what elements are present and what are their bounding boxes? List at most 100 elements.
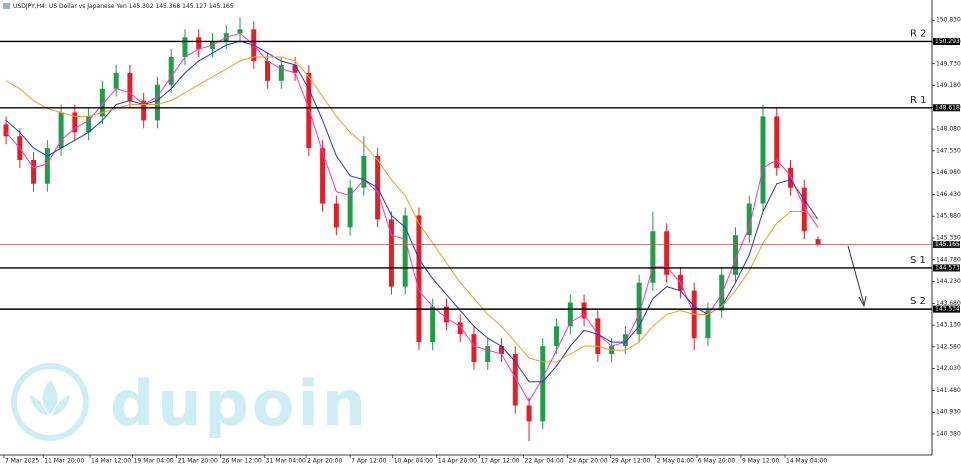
candle-body [664,231,670,275]
candle-body [512,354,518,406]
candle-body [196,37,202,50]
candle-body [113,72,119,89]
y-tick-label: 144.230 [936,278,961,285]
y-tick-label: 146.980 [936,169,961,176]
y-tick-label: 142.580 [936,343,961,350]
moving-average [5,56,819,363]
watermark-logo [11,363,89,441]
candle-body [86,116,92,133]
candle-body [732,235,738,275]
y-tick-label: 144.780 [936,256,961,263]
candle-body [154,84,160,121]
x-tick-label: 29 Apr 12:00 [611,458,650,465]
x-tick-label: 7 Mar 2025 [5,458,39,465]
candle-body [595,318,601,355]
candle-body [72,112,78,133]
moving-average [5,32,819,403]
level-price-box [933,37,960,45]
candle-body [58,112,64,149]
x-tick-label: 14 Mar 12:00 [91,458,131,465]
candle-body [554,326,560,347]
level-name: S 2 [910,296,926,307]
candle-body [333,203,339,228]
y-tick-label: 143.680 [936,300,961,307]
x-tick-label: 2 Apr 20:00 [307,458,342,465]
candle-body [471,334,477,362]
candle-body [443,306,449,323]
candle-body [168,57,174,85]
candle-body [127,72,133,101]
level-price: 148.618 [935,104,960,111]
price-box [933,241,960,249]
level-name: S 1 [910,255,926,266]
level-price-box [933,305,960,313]
price-label: 145.165 [935,241,960,248]
candle-body [567,302,573,327]
candle-body [416,215,422,343]
candle-body [31,159,37,184]
level-price: 143.534 [935,306,960,313]
candle-body [581,302,587,319]
level-price-box [933,104,960,112]
y-tick-label: 145.330 [936,234,961,241]
y-tick-label: 149.730 [936,60,961,67]
x-tick-label: 19 Mar 04:00 [134,458,174,465]
y-tick-label: 150.830 [936,17,961,24]
candle-body [485,346,491,362]
arrow [847,245,867,308]
candle-body [141,100,147,121]
x-tick-label: 14 May 04:00 [786,458,827,465]
level-name: R 2 [910,28,927,39]
candle-body [99,88,105,117]
candle-body [320,148,326,204]
candle-body [402,215,408,287]
symbol-icon [3,3,10,9]
candle-body [499,346,505,355]
level-name: R 1 [910,95,927,106]
candle-body [540,346,546,422]
x-tick-label: 9 May 12:00 [742,458,780,465]
candle-body [815,239,821,245]
level-price: 150.293 [935,38,960,45]
candle-body [292,64,298,73]
candle-body [347,187,353,228]
level-price: 144.573 [935,264,960,271]
y-tick-label: 146.430 [936,191,961,198]
watermark-text: dupoin [110,367,369,440]
candle-body [306,72,312,149]
y-tick-label: 140.930 [936,409,961,416]
candle-body [774,116,780,168]
candle-body [705,310,711,339]
y-tick-label: 149.180 [936,82,961,89]
candle-body [278,64,284,81]
x-tick-label: 17 Apr 12:00 [480,458,519,465]
x-tick-label: 11 Mar 20:00 [44,458,84,465]
candle-body [237,29,243,34]
candle-body [265,60,271,81]
candle-body [788,167,794,188]
x-tick-label: 24 Apr 20:00 [569,458,608,465]
y-tick-label: 140.380 [936,431,961,438]
x-tick-label: 26 Mar 12:00 [222,458,262,465]
level-price-box [933,264,960,272]
candle-body [760,116,766,204]
candle-body [3,124,9,137]
x-tick-label: 14 Apr 20:00 [438,458,477,465]
y-tick-label: 141.480 [936,387,961,394]
x-tick-label: 2 May 04:00 [657,458,695,465]
candle-body [44,148,50,184]
candle-body [719,274,725,311]
moving-average [5,40,819,383]
x-tick-label: 7 Apr 12:00 [351,458,386,465]
y-tick-label: 143.130 [936,322,961,329]
candle-body [182,37,188,58]
candle-body [526,405,532,422]
y-tick-label: 142.030 [936,365,961,372]
x-tick-label: 21 Mar 20:00 [178,458,218,465]
x-tick-label: 22 Apr 04:00 [525,458,564,465]
candle-body [361,156,367,188]
y-tick-label: 148.080 [936,126,961,133]
x-tick-label: 6 May 20:00 [698,458,736,465]
